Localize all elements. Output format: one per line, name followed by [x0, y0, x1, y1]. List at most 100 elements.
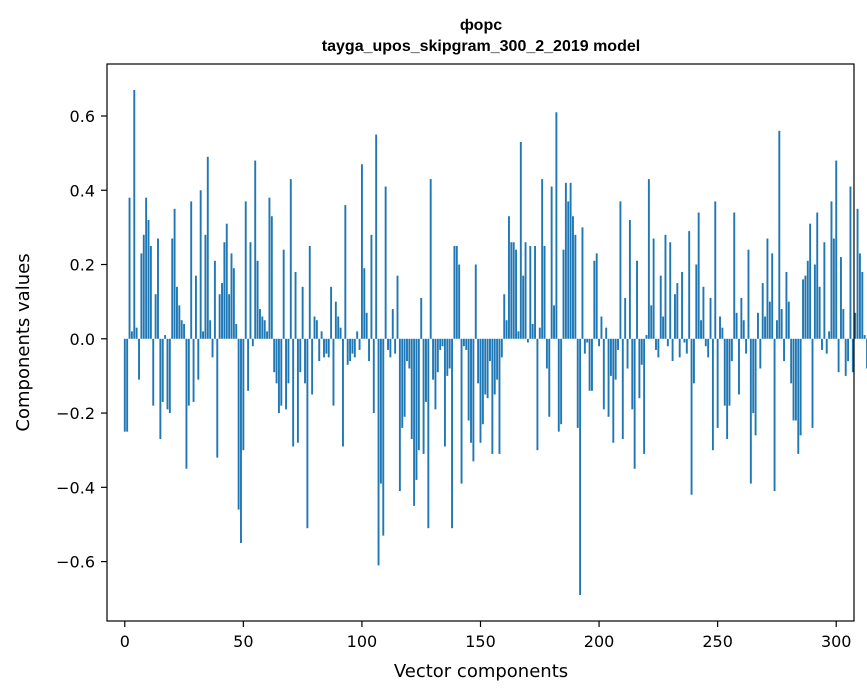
bar — [493, 338, 496, 395]
bar — [318, 338, 321, 362]
bar — [289, 179, 292, 339]
bar — [199, 190, 202, 339]
bar — [360, 164, 363, 339]
bar — [790, 338, 793, 384]
bar — [837, 338, 840, 373]
bar — [249, 242, 252, 339]
bar — [313, 316, 316, 339]
bar — [825, 338, 828, 354]
bar — [382, 338, 385, 536]
bar — [261, 316, 264, 339]
bar — [735, 312, 738, 339]
bar — [657, 338, 660, 358]
y-tick-label: 0.2 — [70, 256, 95, 275]
bar — [375, 134, 378, 339]
bar — [626, 338, 629, 369]
bar — [738, 338, 740, 395]
bars-group — [123, 89, 867, 596]
bar — [417, 338, 420, 451]
bar — [802, 279, 804, 339]
bar — [135, 327, 138, 339]
bar — [453, 245, 456, 339]
bar — [505, 320, 508, 339]
bar — [581, 227, 584, 339]
bar — [614, 338, 617, 380]
bar — [711, 338, 714, 451]
bar — [216, 338, 219, 458]
chart-subtitle: tayga_upos_skipgram_300_2_2019 model — [322, 38, 640, 55]
bar — [123, 338, 126, 432]
bar — [538, 327, 541, 339]
x-axis-label: Vector components — [394, 661, 568, 682]
bar — [183, 323, 186, 339]
bar — [804, 275, 807, 339]
bar — [197, 338, 200, 380]
bar — [541, 179, 544, 339]
bar — [339, 327, 342, 339]
x-tick-label: 50 — [233, 632, 253, 651]
bar — [467, 338, 470, 421]
y-tick-label: 0.6 — [70, 107, 95, 126]
bar — [747, 249, 750, 339]
bar — [840, 257, 842, 339]
bar — [809, 223, 812, 339]
bar — [683, 338, 686, 343]
bar — [436, 338, 439, 373]
bar — [600, 316, 603, 339]
bar — [351, 338, 354, 354]
bar — [370, 234, 373, 339]
bar — [553, 305, 555, 339]
bar — [323, 338, 325, 358]
x-tick-label: 0 — [120, 632, 130, 651]
bar — [356, 331, 359, 339]
bar — [277, 338, 280, 414]
bar — [510, 242, 513, 339]
bar — [128, 197, 131, 339]
bar — [346, 338, 349, 365]
bar — [256, 260, 259, 339]
bar — [612, 338, 615, 443]
bar — [714, 201, 717, 339]
bar — [631, 338, 634, 410]
bar — [685, 338, 688, 354]
bar — [799, 338, 802, 436]
bar — [429, 179, 432, 339]
bar — [768, 301, 771, 339]
bar — [337, 316, 340, 339]
bar — [726, 338, 729, 440]
bar — [344, 205, 347, 339]
bar — [446, 338, 449, 376]
bar — [709, 297, 712, 339]
bar — [334, 301, 337, 339]
bar — [557, 338, 560, 432]
bar — [140, 253, 143, 339]
bar — [555, 112, 558, 339]
bar — [633, 338, 636, 469]
bar — [847, 338, 850, 362]
bar — [287, 338, 290, 384]
x-tick-label: 200 — [584, 632, 615, 651]
bar — [524, 242, 527, 339]
bar — [420, 297, 423, 339]
bar — [676, 283, 679, 339]
bar — [716, 338, 719, 428]
bar — [228, 294, 231, 339]
bar — [259, 309, 261, 339]
bar — [401, 338, 404, 428]
bar — [617, 338, 619, 350]
bar — [434, 338, 437, 410]
bar — [515, 249, 518, 339]
bar — [358, 338, 361, 350]
bar — [669, 242, 672, 339]
bar — [598, 338, 601, 347]
bar — [828, 331, 831, 339]
plot-frame — [106, 63, 855, 622]
bar — [292, 338, 295, 447]
bar — [251, 338, 254, 347]
bar — [425, 338, 427, 402]
bar — [543, 245, 546, 339]
bar — [671, 338, 674, 362]
bar — [230, 253, 233, 339]
bar — [583, 338, 586, 354]
y-tick-label: 0.0 — [70, 330, 95, 349]
